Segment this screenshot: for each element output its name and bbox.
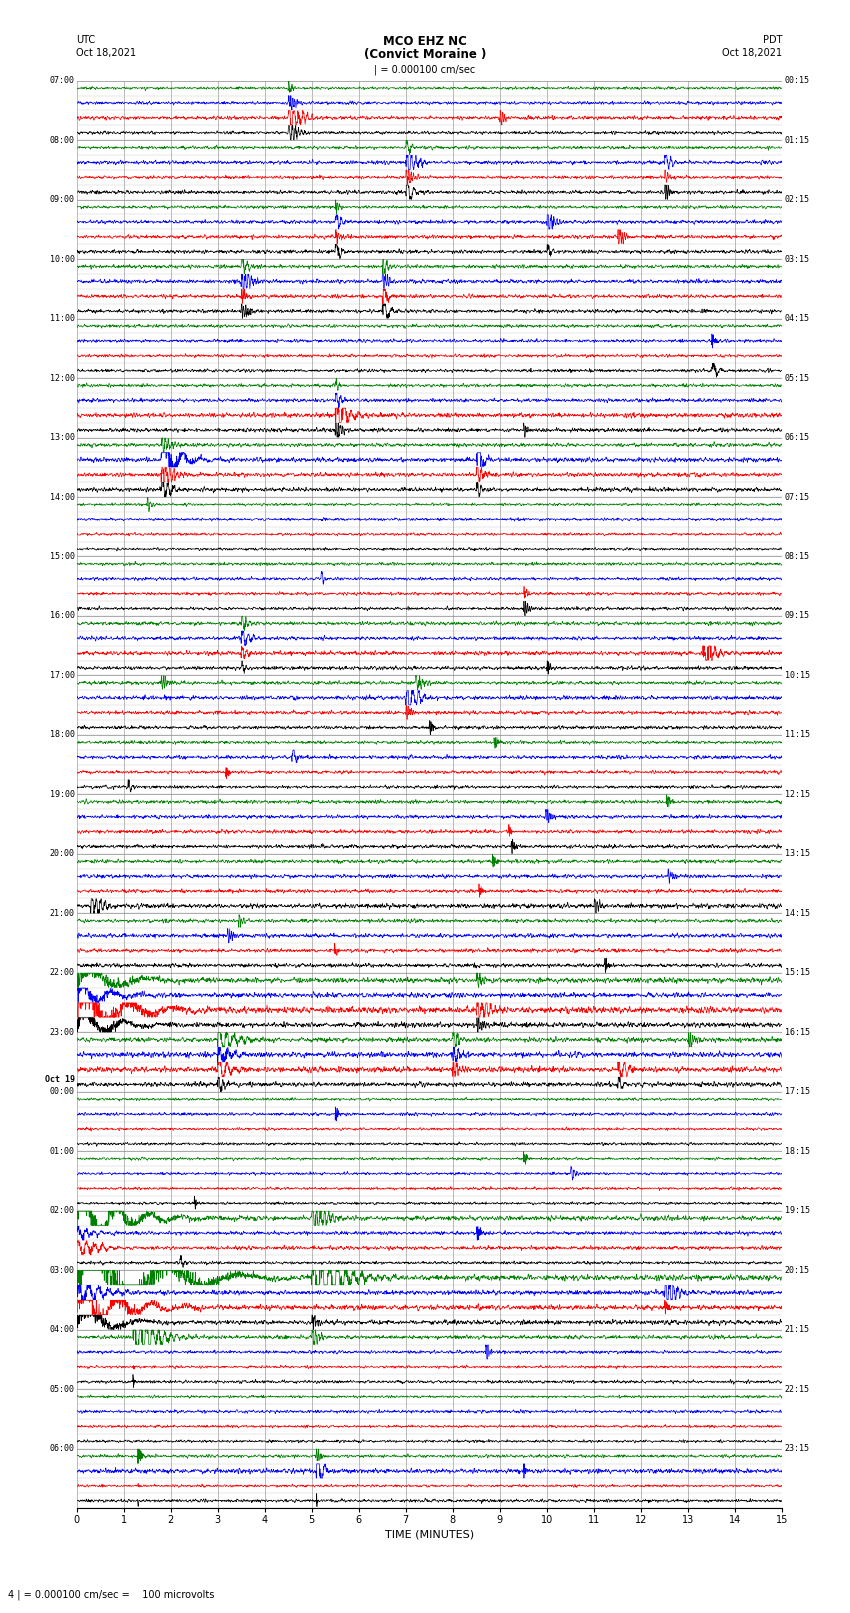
Text: | = 0.000100 cm/sec: | = 0.000100 cm/sec <box>374 65 476 76</box>
Text: 13:15: 13:15 <box>785 850 809 858</box>
Text: 19:00: 19:00 <box>50 790 75 798</box>
Text: 02:00: 02:00 <box>50 1207 75 1215</box>
Text: 07:15: 07:15 <box>785 492 809 502</box>
Text: 08:15: 08:15 <box>785 552 809 561</box>
Text: 06:00: 06:00 <box>50 1444 75 1453</box>
Text: 15:15: 15:15 <box>785 968 809 977</box>
Text: MCO EHZ NC: MCO EHZ NC <box>383 35 467 48</box>
Text: PDT: PDT <box>762 35 782 45</box>
Text: (Convict Moraine ): (Convict Moraine ) <box>364 48 486 61</box>
Text: 22:00: 22:00 <box>50 968 75 977</box>
Text: 20:15: 20:15 <box>785 1266 809 1274</box>
Text: 00:00: 00:00 <box>50 1087 75 1097</box>
Text: 18:00: 18:00 <box>50 731 75 739</box>
Text: 08:00: 08:00 <box>50 135 75 145</box>
Text: 06:15: 06:15 <box>785 432 809 442</box>
Text: 04:00: 04:00 <box>50 1326 75 1334</box>
Text: 05:15: 05:15 <box>785 374 809 382</box>
Text: Oct 18,2021: Oct 18,2021 <box>722 48 782 58</box>
Text: 23:00: 23:00 <box>50 1027 75 1037</box>
Text: 02:15: 02:15 <box>785 195 809 205</box>
X-axis label: TIME (MINUTES): TIME (MINUTES) <box>385 1529 473 1539</box>
Text: 00:15: 00:15 <box>785 76 809 85</box>
Text: 21:15: 21:15 <box>785 1326 809 1334</box>
Text: 01:15: 01:15 <box>785 135 809 145</box>
Text: 03:00: 03:00 <box>50 1266 75 1274</box>
Text: 21:00: 21:00 <box>50 908 75 918</box>
Text: 12:15: 12:15 <box>785 790 809 798</box>
Text: 12:00: 12:00 <box>50 374 75 382</box>
Text: 15:00: 15:00 <box>50 552 75 561</box>
Text: 10:15: 10:15 <box>785 671 809 681</box>
Text: 01:00: 01:00 <box>50 1147 75 1157</box>
Text: 18:15: 18:15 <box>785 1147 809 1157</box>
Text: 13:00: 13:00 <box>50 432 75 442</box>
Text: 11:15: 11:15 <box>785 731 809 739</box>
Text: 07:00: 07:00 <box>50 76 75 85</box>
Text: 4 | = 0.000100 cm/sec =    100 microvolts: 4 | = 0.000100 cm/sec = 100 microvolts <box>8 1589 215 1600</box>
Text: 22:15: 22:15 <box>785 1384 809 1394</box>
Text: Oct 19: Oct 19 <box>45 1074 75 1084</box>
Text: 10:00: 10:00 <box>50 255 75 263</box>
Text: 11:00: 11:00 <box>50 315 75 323</box>
Text: 05:00: 05:00 <box>50 1384 75 1394</box>
Text: 16:15: 16:15 <box>785 1027 809 1037</box>
Text: 09:00: 09:00 <box>50 195 75 205</box>
Text: 14:15: 14:15 <box>785 908 809 918</box>
Text: 23:15: 23:15 <box>785 1444 809 1453</box>
Text: 20:00: 20:00 <box>50 850 75 858</box>
Text: 14:00: 14:00 <box>50 492 75 502</box>
Text: 16:00: 16:00 <box>50 611 75 621</box>
Text: 03:15: 03:15 <box>785 255 809 263</box>
Text: 19:15: 19:15 <box>785 1207 809 1215</box>
Text: 17:00: 17:00 <box>50 671 75 681</box>
Text: 17:15: 17:15 <box>785 1087 809 1097</box>
Text: Oct 18,2021: Oct 18,2021 <box>76 48 137 58</box>
Text: UTC: UTC <box>76 35 95 45</box>
Text: 04:15: 04:15 <box>785 315 809 323</box>
Text: 09:15: 09:15 <box>785 611 809 621</box>
